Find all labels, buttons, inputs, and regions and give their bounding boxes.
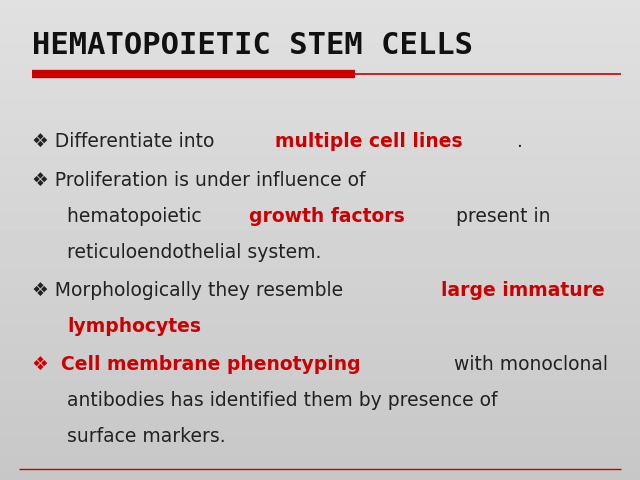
Text: lymphocytes: lymphocytes	[67, 317, 201, 336]
Text: ❖ Proliferation is under influence of: ❖ Proliferation is under influence of	[32, 170, 365, 190]
Text: surface markers.: surface markers.	[67, 427, 226, 446]
Text: with monoclonal: with monoclonal	[448, 355, 608, 374]
Text: reticuloendothelial system.: reticuloendothelial system.	[67, 242, 321, 262]
Text: large immature: large immature	[441, 281, 605, 300]
Text: ❖ Differentiate into: ❖ Differentiate into	[32, 132, 220, 151]
Text: ❖: ❖	[32, 355, 55, 374]
Text: HEMATOPOIETIC STEM CELLS: HEMATOPOIETIC STEM CELLS	[32, 31, 473, 60]
Text: hematopoietic: hematopoietic	[67, 206, 208, 226]
Text: Cell membrane phenotyping: Cell membrane phenotyping	[61, 355, 361, 374]
Text: .: .	[517, 132, 523, 151]
Text: growth factors: growth factors	[249, 206, 404, 226]
Text: multiple cell lines: multiple cell lines	[275, 132, 463, 151]
Text: antibodies has identified them by presence of: antibodies has identified them by presen…	[67, 391, 498, 410]
Text: ❖ Morphologically they resemble: ❖ Morphologically they resemble	[32, 281, 349, 300]
Text: present in: present in	[450, 206, 550, 226]
